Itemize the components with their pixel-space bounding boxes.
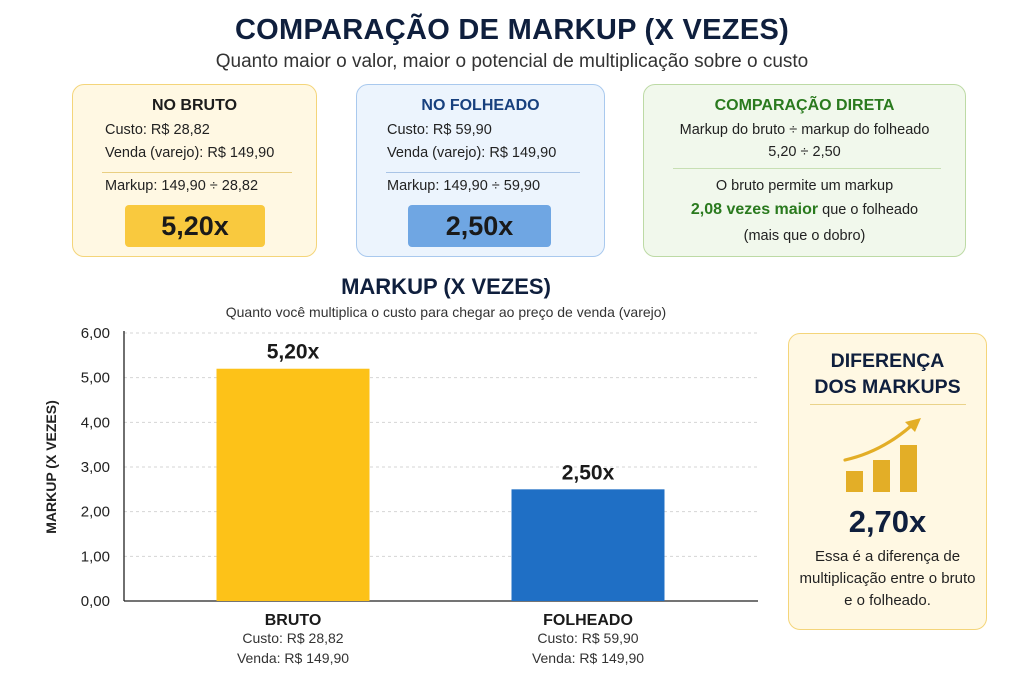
card-folheado: NO FOLHEADO Custo: R$ 59,90 Venda (varej… [356, 84, 605, 257]
card-folheado-markup-calc: Markup: 149,90 ÷ 59,90 [387, 178, 541, 194]
side-card-title-line2: DOS MARKUPS [814, 376, 961, 398]
card-bruto-venda: Venda (varejo): R$ 149,90 [105, 145, 275, 161]
page-subtitle: Quanto maior o valor, maior o potencial … [215, 51, 809, 72]
y-tick-label: 6,00 [81, 325, 110, 342]
y-axis-label: MARKUP (X VEZES) [43, 400, 59, 534]
card-comparacao-highlight: 2,08 vezes maior [690, 201, 819, 218]
card-comparacao-ratio-rest: que o folheado [818, 202, 919, 218]
y-tick-label: 1,00 [81, 548, 110, 565]
x-category-detail: Venda: R$ 149,90 [237, 650, 349, 666]
growth-chart-icon [843, 418, 921, 492]
side-card-title: DIFERENÇA DOS MARKUPS [789, 348, 986, 400]
card-folheado-venda: Venda (varejo): R$ 149,90 [387, 145, 557, 161]
card-bruto-custo: Custo: R$ 28,82 [105, 122, 210, 138]
card-folheado-markup-badge: 2,50x [408, 205, 551, 247]
side-card-description: Essa é a diferença de multiplicação entr… [799, 548, 976, 609]
y-tick-label: 4,00 [81, 414, 110, 431]
card-comparacao-formula-label: Markup do bruto ÷ markup do folheado [679, 122, 930, 138]
x-category-detail: Custo: R$ 28,82 [242, 630, 343, 646]
card-folheado-divider [386, 172, 580, 173]
bar-bruto [216, 368, 370, 601]
side-card-divider [810, 404, 966, 405]
page-title: COMPARAÇÃO DE MARKUP (X VEZES) [234, 14, 790, 46]
bar-data-label: 5,20x [267, 341, 320, 364]
x-category-label: FOLHEADO [543, 612, 633, 629]
x-category-detail: Custo: R$ 59,90 [537, 630, 638, 646]
card-folheado-title: NO FOLHEADO [421, 97, 540, 114]
card-comparacao-note: (mais que o dobro) [743, 228, 866, 244]
card-bruto-title: NO BRUTO [151, 97, 238, 114]
side-card-title-line1: DIFERENÇA [830, 350, 945, 372]
card-comparacao-title: COMPARAÇÃO DIRETA [714, 97, 895, 114]
x-category-label: BRUTO [265, 612, 322, 629]
chart-title: MARKUP (X VEZES) [341, 274, 551, 299]
card-bruto: NO BRUTO Custo: R$ 28,82 Venda (varejo):… [72, 84, 317, 257]
y-tick-label: 3,00 [81, 459, 110, 476]
card-comparacao-formula: 5,20 ÷ 2,50 [768, 144, 841, 160]
card-comparacao-divider [673, 168, 941, 169]
card-comparacao-conclusion: O bruto permite um markup [715, 178, 894, 194]
x-category-detail: Venda: R$ 149,90 [532, 650, 644, 666]
y-tick-label: 0,00 [81, 593, 110, 610]
card-bruto-markup-calc: Markup: 149,90 ÷ 28,82 [105, 178, 259, 194]
card-folheado-custo: Custo: R$ 59,90 [387, 122, 492, 138]
markup-bar-chart: 0,00 1,00 2,00 3,00 4,00 5,00 6,00 MARKUP (X VE… [43, 325, 758, 666]
y-tick-label: 5,00 [81, 370, 110, 387]
card-comparacao: COMPARAÇÃO DIRETA Markup do bruto ÷ mark… [643, 84, 966, 257]
bar-data-label: 2,50x [562, 461, 615, 484]
card-bruto-divider [102, 172, 292, 173]
side-card-diferenca: DIFERENÇA DOS MARKUPS 2,70x Essa é a dif… [788, 333, 987, 630]
bar-folheado [511, 489, 665, 601]
card-comparacao-ratio-line: 2,08 vezes maior que o folheado [644, 201, 965, 219]
card-bruto-markup-badge: 5,20x [125, 205, 265, 247]
y-tick-label: 2,00 [81, 504, 110, 521]
chart-subtitle: Quanto você multiplica o custo para cheg… [225, 304, 667, 320]
side-card-value: 2,70x [848, 504, 927, 539]
